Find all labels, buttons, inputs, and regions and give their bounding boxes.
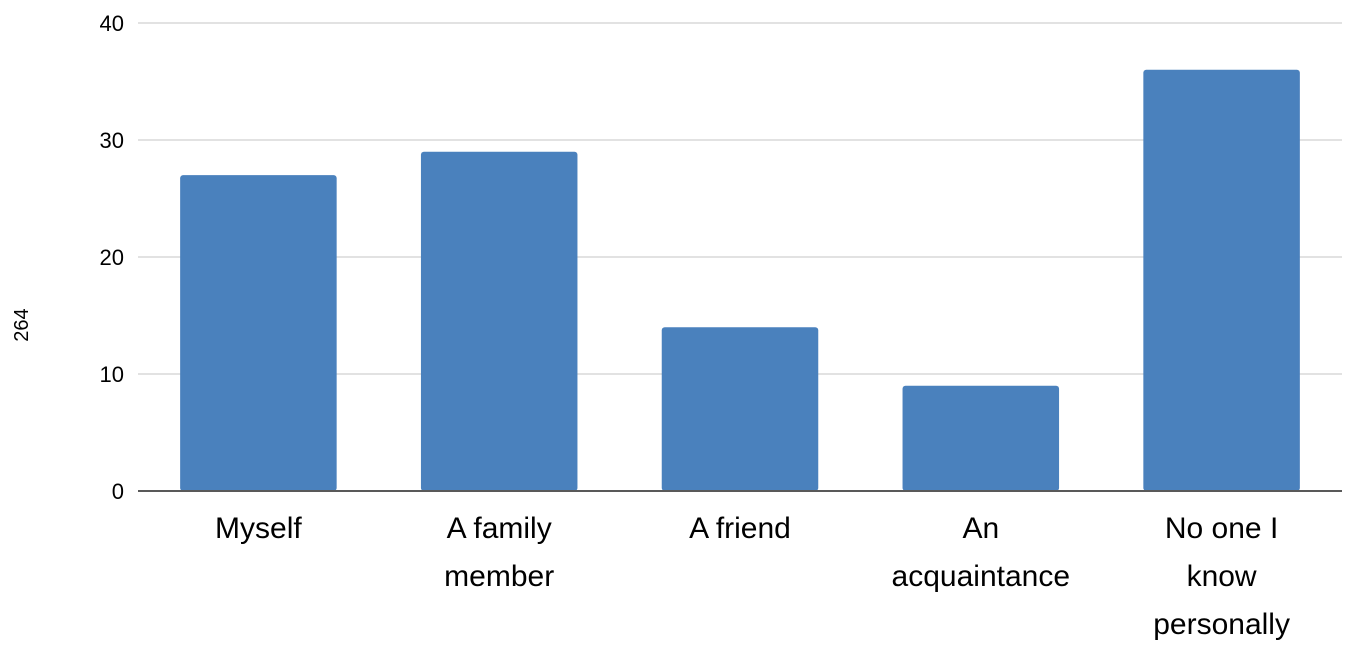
x-category-labels: Myself A family member A friend An acquaintan… [215,512,1290,641]
x-category-label: A family member [444,512,554,593]
bar [1143,69,1300,492]
y-tick-label: 10 [100,362,124,387]
y-tick-label: 30 [100,128,124,153]
bar [180,175,337,491]
x-category-label: An acquaintance [892,512,1070,593]
y-axis-title: 264 [11,308,33,341]
bar [420,151,578,491]
y-tick-label: 20 [100,245,124,270]
bars [180,69,1300,492]
y-tick-label: 0 [112,479,124,504]
bar [902,385,1060,491]
x-category-label: Myself [215,512,302,545]
x-category-label: A friend [689,512,791,545]
y-tick-labels: 0 10 20 30 40 [100,11,124,504]
y-tick-label: 40 [100,11,124,36]
bar [661,327,819,491]
